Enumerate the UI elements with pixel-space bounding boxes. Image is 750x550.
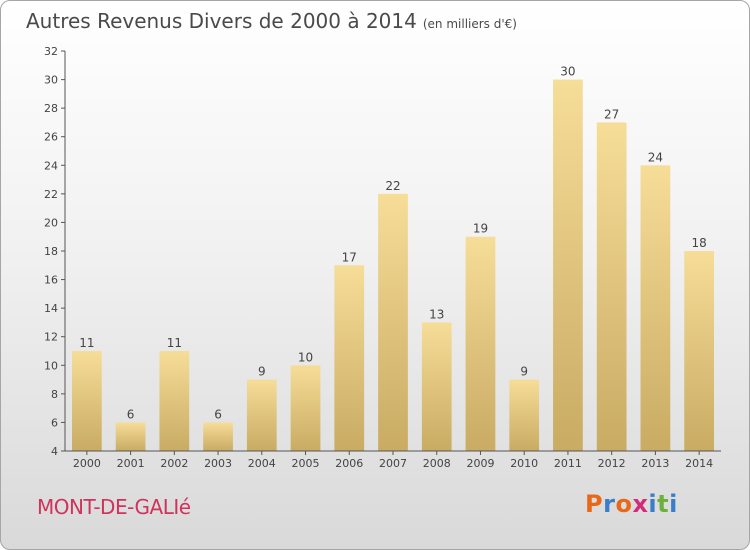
data-label: 22 <box>385 179 400 193</box>
data-label: 17 <box>342 250 357 264</box>
y-tick-label: 8 <box>51 388 58 401</box>
x-tick-label: 2005 <box>292 457 320 470</box>
x-tick-label: 2001 <box>117 457 145 470</box>
y-tick-label: 6 <box>51 416 58 429</box>
y-tick-label: 12 <box>44 331 58 344</box>
data-label: 19 <box>473 222 488 236</box>
y-tick-label: 14 <box>44 302 58 315</box>
logo-letter: P <box>585 490 604 518</box>
x-tick-label: 2010 <box>510 457 538 470</box>
chart-subtitle: (en milliers d'€) <box>422 17 517 31</box>
data-label: 11 <box>79 336 94 350</box>
bar-2007 <box>378 193 408 451</box>
y-tick-label: 20 <box>44 216 58 229</box>
bar-2011 <box>553 79 583 452</box>
bar-2005 <box>290 365 321 451</box>
data-label: 6 <box>127 407 135 421</box>
y-tick-label: 18 <box>44 245 58 258</box>
bar-2004 <box>246 379 277 451</box>
bar-2006 <box>334 265 365 451</box>
logo-letter: o <box>615 490 633 518</box>
x-tick-label: 2004 <box>248 457 276 470</box>
x-tick-label: 2008 <box>423 457 451 470</box>
data-label: 30 <box>560 65 575 79</box>
data-label: 10 <box>298 350 313 364</box>
x-tick-label: 2012 <box>598 457 626 470</box>
bar-2002 <box>159 351 190 451</box>
x-tick-label: 2011 <box>554 457 582 470</box>
y-tick-label: 32 <box>44 45 58 58</box>
y-tick-label: 4 <box>51 445 58 458</box>
data-label: 13 <box>429 307 444 321</box>
logo-letter: x <box>632 490 649 518</box>
place-name: MONT-DE-GALIé <box>37 495 191 519</box>
x-tick-label: 2013 <box>641 457 669 470</box>
bar-2001 <box>115 422 146 451</box>
logo-letter: t <box>657 490 670 518</box>
data-label: 6 <box>214 407 222 421</box>
x-tick-label: 2007 <box>379 457 407 470</box>
x-tick-label: 2002 <box>160 457 188 470</box>
x-tick-label: 2003 <box>204 457 232 470</box>
data-label: 9 <box>258 365 266 379</box>
x-tick-label: 2006 <box>335 457 363 470</box>
y-tick-label: 26 <box>44 131 58 144</box>
y-tick-label: 24 <box>44 159 58 172</box>
logo-letter: i <box>648 490 658 518</box>
y-tick-label: 22 <box>44 188 58 201</box>
bar-2013 <box>640 165 671 452</box>
x-tick-label: 2014 <box>685 457 713 470</box>
x-tick-label: 2000 <box>73 457 101 470</box>
bar-2009 <box>465 236 496 451</box>
logo-letter: i <box>669 490 678 518</box>
logo-letter: r <box>603 490 616 518</box>
chart-title: Autres Revenus Divers de 2000 à 2014 (en … <box>26 9 517 33</box>
y-tick-label: 10 <box>44 359 58 372</box>
bar-2010 <box>509 379 540 451</box>
bar-2008 <box>421 322 452 451</box>
proxiti-logo: Proxiti <box>585 490 678 518</box>
bar-2003 <box>203 422 233 451</box>
data-label: 11 <box>167 336 182 350</box>
bar-2000 <box>71 351 102 451</box>
chart-title-text: Autres Revenus Divers de 2000 à 2014 <box>26 9 417 33</box>
data-label: 24 <box>648 150 663 164</box>
x-tick-label: 2009 <box>466 457 494 470</box>
bar-2012 <box>596 122 627 451</box>
bar-2014 <box>684 251 715 451</box>
y-tick-label: 30 <box>44 74 58 87</box>
y-tick-label: 16 <box>44 274 58 287</box>
data-label: 27 <box>604 107 619 121</box>
y-tick-label: 28 <box>44 102 58 115</box>
data-label: 9 <box>520 365 528 379</box>
data-label: 18 <box>691 236 706 250</box>
